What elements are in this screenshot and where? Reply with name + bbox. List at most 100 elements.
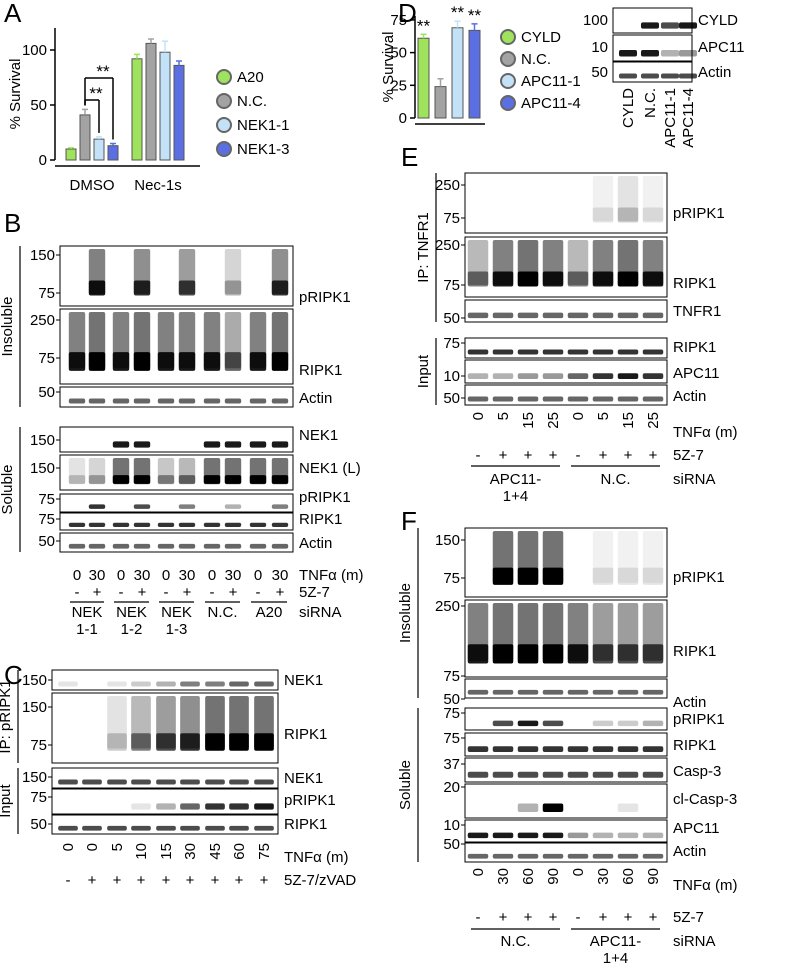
blot-band: [592, 771, 614, 778]
blot-band: [517, 396, 539, 402]
mw-marker: 75: [443, 668, 460, 685]
blot-band: [642, 271, 664, 287]
blot-band: [156, 733, 176, 751]
bar: [468, 29, 481, 119]
blot-band: [642, 771, 664, 778]
blot-band: [156, 825, 176, 831]
blot-band: [592, 312, 614, 319]
group-label: Input: [415, 354, 432, 388]
row-label: 5Z-7: [299, 584, 330, 601]
blot-band: [156, 681, 176, 687]
blot-band: [178, 543, 196, 549]
blot-label: RIPK1: [673, 275, 716, 292]
blot-band: [131, 779, 151, 785]
blot-band: [229, 803, 249, 810]
blot-band: [249, 398, 267, 404]
blot: [464, 732, 668, 757]
treatment-sign: -: [119, 584, 124, 601]
mw-marker: 150: [22, 769, 47, 786]
blot-band: [112, 441, 130, 448]
blot-smear: [617, 176, 639, 221]
blot-band: [517, 567, 539, 585]
blot-band: [617, 373, 639, 379]
y-tick-label: 50: [390, 45, 407, 62]
blot-band: [205, 681, 225, 687]
mw-marker: 50: [30, 816, 47, 833]
bar: [79, 114, 91, 161]
blot-band: [542, 746, 564, 752]
treatment-sign: +: [235, 872, 244, 889]
blot-smear: [68, 458, 86, 485]
legend-marker: [500, 73, 516, 89]
blot-band: [467, 853, 489, 859]
blot-smear: [88, 458, 106, 485]
blot-band: [88, 504, 106, 509]
mw-marker: 100: [583, 12, 608, 29]
blot-band: [592, 853, 614, 859]
group-label: Insoluble: [397, 583, 414, 643]
bar: [434, 86, 447, 119]
blot-band: [517, 853, 539, 859]
blot-band: [180, 733, 200, 751]
blot-smear: [592, 531, 614, 583]
treatment-sign: -: [476, 447, 481, 464]
time-label: 30: [225, 567, 242, 584]
legend-label: NEK1-3: [237, 141, 290, 158]
sirna-label: 1-2: [121, 621, 143, 638]
lane-label: APC11-1: [662, 88, 679, 148]
significance: **: [96, 62, 110, 81]
blot-band: [112, 352, 130, 371]
blot-band: [249, 441, 267, 448]
blot-band: [640, 22, 660, 29]
y-axis-label: % Survival: [7, 59, 24, 130]
blot-band: [542, 567, 564, 585]
blot-label: Actin: [673, 388, 706, 405]
legend-marker: [500, 95, 516, 111]
mw-marker: 250: [435, 177, 460, 194]
treatment-sign: +: [549, 909, 558, 926]
blot-band: [131, 733, 151, 751]
blot-band: [567, 349, 589, 355]
mw-marker: 150: [30, 247, 55, 264]
mw-marker: 75: [443, 335, 460, 352]
blot-band: [617, 689, 639, 695]
blot: [464, 707, 668, 731]
blot-band: [58, 825, 78, 831]
blot: [464, 819, 668, 843]
blot-band: [567, 746, 589, 752]
bar: [173, 64, 185, 161]
blot-band: [467, 746, 489, 752]
blot-band: [492, 720, 514, 727]
blot-band: [68, 398, 86, 404]
blot-band: [271, 398, 289, 404]
bar: [145, 42, 157, 161]
blot-band: [678, 49, 698, 57]
blot-label: CYLD: [698, 12, 738, 29]
blot-band: [517, 271, 539, 287]
row-label: 5Z-7/zVAD: [284, 872, 356, 889]
time-label: 5: [595, 412, 612, 420]
treatment-sign: +: [624, 447, 633, 464]
mw-marker: 150: [435, 532, 460, 549]
blot: [59, 245, 294, 307]
treatment-sign: +: [88, 872, 97, 889]
blot-label: NEK1 (L): [299, 460, 361, 477]
time-label: 10: [133, 843, 150, 860]
blot-label: APC11: [673, 820, 719, 837]
y-tick-label: 0: [39, 152, 47, 169]
blot-label: RIPK1: [284, 726, 327, 743]
blot-band: [271, 543, 289, 549]
sirna-label: 1-1: [76, 621, 98, 638]
blot-smear: [107, 696, 127, 749]
row-label: 5Z-7: [673, 447, 704, 464]
treatment-sign: +: [211, 872, 220, 889]
blot-band: [271, 280, 289, 296]
blot-band: [82, 779, 102, 785]
bar: [107, 145, 119, 161]
blot-band: [112, 398, 130, 404]
blot-band: [180, 779, 200, 785]
blot: [464, 842, 668, 863]
mw-marker: 150: [30, 460, 55, 477]
blot-band: [617, 644, 639, 664]
blot-band: [617, 720, 639, 727]
